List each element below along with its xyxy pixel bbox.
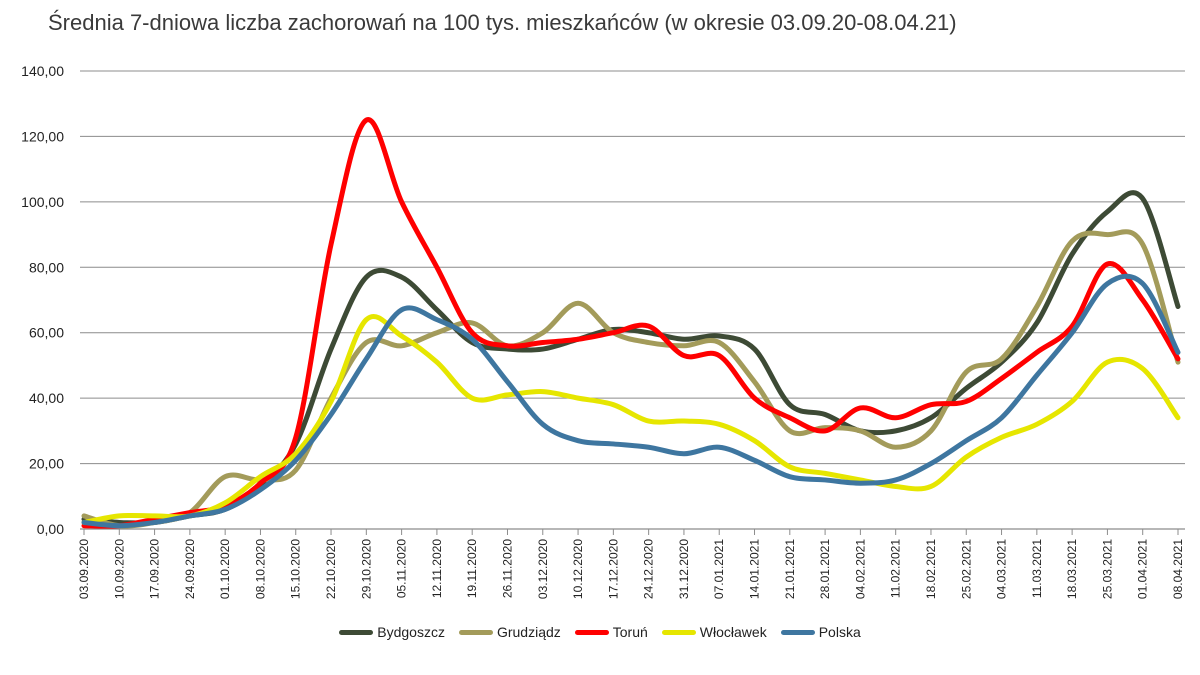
y-tick-label: 60,00 xyxy=(29,325,64,341)
x-tick-label: 08.04.2021 xyxy=(1171,539,1185,599)
x-tick-label: 03.09.2020 xyxy=(77,539,91,599)
legend-swatch xyxy=(458,629,493,635)
x-tick-label: 05.11.2020 xyxy=(395,539,409,598)
x-tick-label: 11.03.2021 xyxy=(1030,539,1044,598)
series-line-torun xyxy=(81,117,1181,529)
legend-label: Toruń xyxy=(612,624,648,640)
x-tick-label: 22.10.2020 xyxy=(324,539,338,599)
x-tick-label: 17.12.2020 xyxy=(606,539,620,599)
x-tick-label: 25.03.2021 xyxy=(1100,539,1114,599)
x-tick-label: 14.01.2021 xyxy=(748,539,762,599)
x-tick-label: 29.10.2020 xyxy=(359,539,373,599)
legend-label: Bydgoszcz xyxy=(377,624,445,640)
x-tick-label: 04.02.2021 xyxy=(853,539,867,599)
y-tick-label: 0,00 xyxy=(37,521,64,537)
x-tick-label: 11.02.2021 xyxy=(889,539,903,598)
legend-item: Włocławek xyxy=(661,624,767,640)
x-tick-label: 01.04.2021 xyxy=(1136,539,1150,599)
x-tick-label: 04.03.2021 xyxy=(995,539,1009,599)
x-tick-label: 10.12.2020 xyxy=(571,539,585,599)
legend-item: Grudziądz xyxy=(458,624,561,640)
series-line-polska xyxy=(81,273,1181,529)
y-tick-label: 120,00 xyxy=(21,128,64,144)
grid-lines xyxy=(80,70,1185,465)
x-tick-label: 24.09.2020 xyxy=(183,539,197,599)
y-tick-label: 20,00 xyxy=(29,456,64,472)
y-tick-label: 40,00 xyxy=(29,390,64,406)
legend-swatch xyxy=(661,629,696,635)
x-tick-label: 31.12.2020 xyxy=(677,539,691,599)
x-tick-label: 08.10.2020 xyxy=(253,539,267,599)
legend-swatch xyxy=(780,629,815,635)
x-tick-label: 10.09.2020 xyxy=(112,539,126,599)
series-line-wloclawek xyxy=(81,314,1181,525)
legend-item: Polska xyxy=(780,624,861,640)
legend-label: Grudziądz xyxy=(496,624,561,640)
legend-label: Włocławek xyxy=(699,624,767,640)
legend-item: Toruń xyxy=(574,624,648,640)
legend: Bydgoszcz Grudziądz Toruń Włocławek Polska xyxy=(0,624,1200,640)
x-tick-label: 01.10.2020 xyxy=(218,539,232,599)
x-axis: 03.09.2020 10.09.2020 17.09.2020 24.09.2020… xyxy=(77,528,1185,599)
series-line-bydgoszcz xyxy=(81,190,1181,526)
legend-item: Bydgoszcz xyxy=(339,624,445,640)
x-tick-label: 24.12.2020 xyxy=(642,539,656,599)
series-line-grudziadz xyxy=(81,229,1181,529)
y-tick-label: 100,00 xyxy=(21,194,64,210)
x-tick-label: 18.03.2021 xyxy=(1065,539,1079,599)
series-lines xyxy=(81,117,1181,529)
x-tick-label: 03.12.2020 xyxy=(536,539,550,599)
y-tick-label: 140,00 xyxy=(21,63,64,79)
x-tick-label: 18.02.2021 xyxy=(924,539,938,599)
x-tick-label: 07.01.2021 xyxy=(712,539,726,599)
legend-swatch xyxy=(574,629,609,635)
x-tick-label: 12.11.2020 xyxy=(430,539,444,598)
x-tick-label: 17.09.2020 xyxy=(148,539,162,599)
y-tick-label: 80,00 xyxy=(29,259,64,275)
legend-label: Polska xyxy=(818,624,861,640)
x-tick-label: 19.11.2020 xyxy=(465,539,479,598)
y-axis-labels: 0,00 20,00 40,00 60,00 80,00 100,00 120,00 140,… xyxy=(21,63,64,537)
x-tick-label: 26.11.2020 xyxy=(500,539,514,598)
x-tick-label: 21.01.2021 xyxy=(783,539,797,599)
x-tick-label: 25.02.2021 xyxy=(959,539,973,599)
x-tick-label: 28.01.2021 xyxy=(818,539,832,599)
legend-swatch xyxy=(339,629,374,635)
chart-title: Średnia 7-dniowa liczba zachorowań na 10… xyxy=(48,10,957,35)
x-tick-label: 15.10.2020 xyxy=(289,539,303,599)
